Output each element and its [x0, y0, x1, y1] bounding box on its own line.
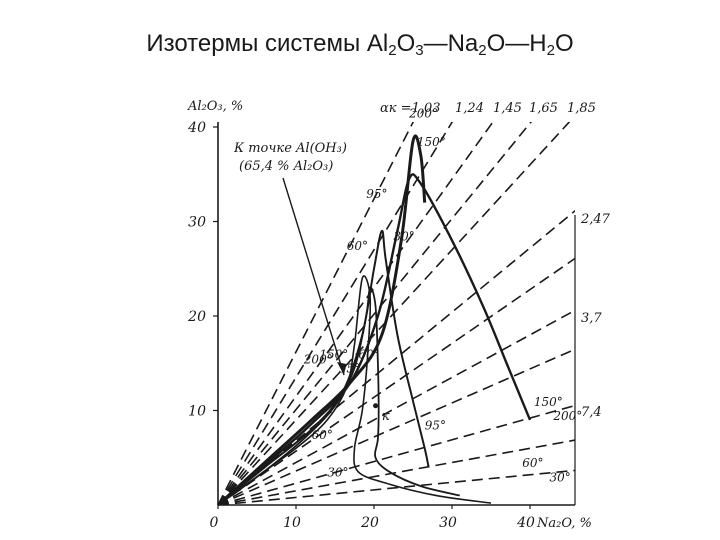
- caustic-ratio-ray: [218, 122, 454, 505]
- slide-title: Изотермы системы Al2O3—Na2O—H2O: [0, 30, 720, 59]
- y-tick-label: 30: [188, 215, 206, 231]
- x-tick-label: 30: [439, 515, 457, 531]
- title-text: —Na: [423, 30, 479, 57]
- isotherm-label: 200°: [303, 352, 333, 366]
- x-tick-label: 0: [210, 515, 219, 531]
- alpha-header: αк =1,03: [380, 101, 441, 116]
- isotherm-label: 150°: [534, 395, 563, 409]
- isotherm-label: 60°: [312, 428, 333, 442]
- ray-label: 2,47: [580, 212, 611, 227]
- title-subscript: 2: [546, 42, 555, 59]
- x-tick-label: 20: [360, 515, 379, 531]
- title-subscript: 3: [415, 42, 424, 59]
- title-subscript: 2: [478, 42, 487, 59]
- isotherm-curve-30: [217, 275, 492, 506]
- axes: 10 20 30 40 0 10 20 30 40 Al₂O₃, % Na₂O, %: [187, 99, 592, 531]
- isotherm-label: 30°: [327, 466, 348, 480]
- caustic-ratio-ray: [218, 348, 575, 505]
- point-k-marker: [373, 403, 379, 409]
- isotherm-curve-95: [217, 229, 430, 506]
- ray-label: 3,7: [581, 311, 602, 326]
- caustic-ratio-ray: [218, 469, 575, 505]
- isotherm-label: 200°: [552, 409, 582, 423]
- isotherm-label: 30°: [394, 229, 415, 243]
- isotherm-label: 30°: [550, 470, 571, 484]
- x-tick-label: 40: [516, 515, 535, 531]
- isotherm-label: 60°: [358, 348, 379, 362]
- caustic-ratio-ray: [218, 122, 533, 505]
- ray-label: 1,65: [529, 101, 558, 116]
- isotherm-curves: [216, 134, 532, 507]
- x-tick-label: 10: [283, 515, 301, 531]
- isotherm-label: 200°: [408, 107, 438, 121]
- isotherm-label: 60°: [522, 456, 543, 470]
- caustic-ratio-ray: [218, 257, 575, 505]
- caustic-ratio-rays: [218, 122, 575, 505]
- caustic-ratio-ray: [218, 122, 494, 505]
- isotherm-curve-200: [216, 134, 427, 507]
- y-axis-label: Al₂O₃, %: [187, 99, 243, 114]
- annotation-arrow: [282, 177, 345, 376]
- y-tick-label: 40: [187, 120, 206, 136]
- ray-label: 7,4: [581, 405, 602, 420]
- caustic-ratio-ray: [218, 439, 575, 505]
- isotherm-label: 150°: [319, 348, 348, 362]
- chart-labels: αк =1,03 1,24 1,45 1,65 1,85 2,47 3,7 7,4 К точк…: [233, 101, 611, 484]
- title-text: Изотермы системы Al: [146, 30, 389, 57]
- isotherm-label: 150°: [417, 135, 446, 149]
- annotation-line2: (65,4 % Al₂O₃): [239, 159, 333, 174]
- x-axis-label: Na₂O, %: [536, 516, 592, 531]
- title-text: O—H: [486, 30, 547, 57]
- isotherm-label: 95°: [425, 418, 446, 432]
- y-tick-label: 20: [187, 309, 206, 325]
- isotherm-label: 95°: [366, 187, 387, 201]
- y-tick-label: 10: [188, 404, 206, 420]
- isotherm-label: 60°: [347, 239, 368, 253]
- caustic-ratio-ray: [218, 122, 415, 505]
- title-text: O: [396, 30, 416, 57]
- point-k-label: к: [382, 409, 390, 424]
- title-subscript: 2: [388, 42, 397, 59]
- isotherm-curve-60: [217, 286, 461, 506]
- isotherm-curve-150: [217, 173, 532, 506]
- annotation-arrowhead: [337, 362, 346, 375]
- ray-label: 1,45: [493, 101, 522, 116]
- ray-label: 1,24: [455, 101, 484, 116]
- isotherm-label: 95°: [339, 362, 360, 376]
- annotation-line1: К точке Al(OH₃): [233, 141, 347, 156]
- ray-label: 1,85: [567, 101, 596, 116]
- caustic-ratio-ray: [218, 122, 571, 505]
- title-text: O: [554, 30, 574, 57]
